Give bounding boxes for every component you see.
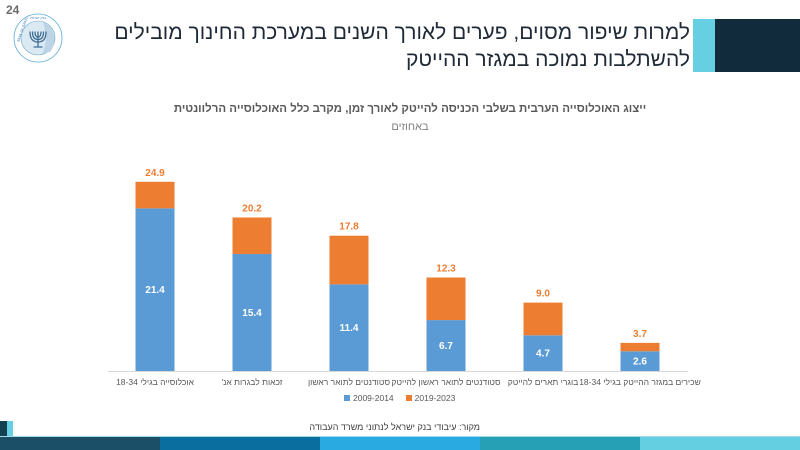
legend-item-2019-2023: 2019-2023 xyxy=(405,393,456,403)
category-label: שכירים במגזר ההייטק בגילי 18-34 xyxy=(579,377,701,387)
footer-band-segment xyxy=(0,437,160,450)
bar-2009-2014 xyxy=(620,351,660,371)
footer-divider xyxy=(0,436,800,437)
bar-2019-2023 xyxy=(135,181,175,209)
source-note: מקור: עיבודי בנק ישראל לנתוני משרד העבוד… xyxy=(309,422,480,432)
page-number: 24 xyxy=(6,3,20,17)
data-label-2009-2014: 2.6 xyxy=(633,357,647,368)
legend-label: 2019-2023 xyxy=(414,393,456,403)
data-label-2019-2023: 24.9 xyxy=(145,168,165,179)
footer-color-band xyxy=(0,437,800,450)
bar-2019-2023 xyxy=(232,217,272,254)
data-label-2009-2014: 15.4 xyxy=(242,308,262,319)
data-label-2009-2014: 21.4 xyxy=(145,285,165,296)
footer-band-segment xyxy=(320,437,480,450)
category-label: אוכלוסייה בגילי 18-34 xyxy=(116,377,194,387)
legend-swatch-orange xyxy=(405,395,412,401)
bar-2009-2014 xyxy=(232,253,272,371)
bar-2009-2014 xyxy=(426,320,466,371)
bar-2009-2014 xyxy=(523,335,563,371)
header-accent-light xyxy=(693,19,715,72)
chart-legend: 2009-2014 2019-2023 xyxy=(344,393,455,403)
chart-title: ייצוג האוכלוסייה הערבית בשלבי הכניסה להי… xyxy=(173,103,647,115)
data-label-2019-2023: 12.3 xyxy=(436,264,456,275)
page-title: למרות שיפור מסוים, פערים לאורך השנים במע… xyxy=(114,21,690,71)
data-label-2019-2023: 3.7 xyxy=(633,329,647,340)
data-label-2019-2023: 17.8 xyxy=(339,222,359,233)
footer-band-segment xyxy=(480,437,640,450)
bar-2009-2014 xyxy=(135,208,175,371)
data-label-2009-2014: 11.4 xyxy=(340,323,359,334)
bar-2019-2023 xyxy=(620,342,660,352)
footer-corner-dark xyxy=(0,421,7,436)
bar-2009-2014 xyxy=(329,284,369,371)
bar-2019-2023 xyxy=(329,235,369,285)
category-label: בוגרי תארים להייטק xyxy=(508,377,579,387)
category-label: סטודנטים לתואר ראשון xyxy=(308,377,390,387)
footer-corner-light xyxy=(7,421,13,436)
data-label-2019-2023: 20.2 xyxy=(242,203,262,214)
footer-band-segment xyxy=(160,437,320,450)
data-label-2009-2014: 4.7 xyxy=(536,349,550,360)
legend-label: 2009-2014 xyxy=(353,393,394,403)
header-accent-dark xyxy=(715,19,800,72)
category-label: סטודנטים לתואר ראשון להייטק xyxy=(391,377,501,387)
footer-band-segment xyxy=(640,437,800,450)
data-label-2009-2014: 6.7 xyxy=(439,341,453,352)
chart-subtitle: באחוזים xyxy=(391,121,429,133)
legend-swatch-blue xyxy=(344,395,350,401)
svg-text:בנק ישראל: בנק ישראל xyxy=(30,16,47,20)
data-label-2019-2023: 9.0 xyxy=(536,289,550,300)
bar-2019-2023 xyxy=(426,277,466,321)
bank-of-israel-logo-icon: בנק ישראל BANK OF ISRAEL xyxy=(13,13,63,63)
legend-item-2009-2014: 2009-2014 xyxy=(344,393,394,403)
category-label: זכאות לבגרות אנ' xyxy=(221,377,282,387)
bar-2019-2023 xyxy=(523,302,563,336)
